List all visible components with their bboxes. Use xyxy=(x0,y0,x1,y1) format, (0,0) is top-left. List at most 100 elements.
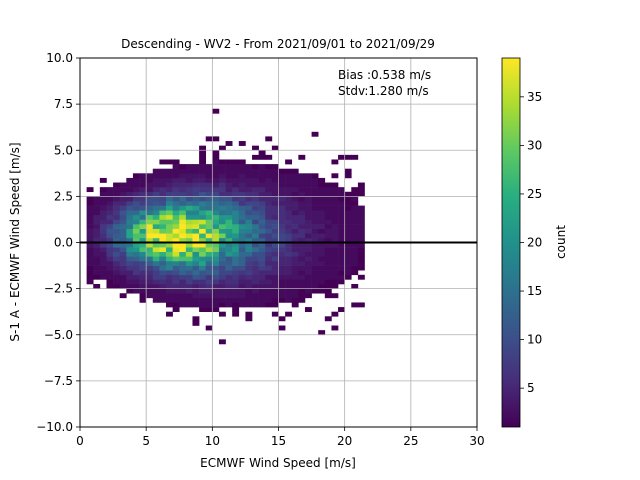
density-cell xyxy=(179,233,187,239)
density-cell xyxy=(331,325,339,331)
density-cell xyxy=(285,191,293,197)
density-cell xyxy=(199,233,207,239)
density-cell xyxy=(106,210,114,216)
density-cell xyxy=(304,233,312,239)
density-cell xyxy=(152,219,160,225)
density-cell xyxy=(132,260,140,266)
density-cell xyxy=(252,228,259,234)
x-tick-label: 15 xyxy=(271,434,286,448)
density-cell xyxy=(166,251,173,257)
density-cell xyxy=(285,196,293,202)
density-cell xyxy=(172,187,180,193)
density-cell xyxy=(265,237,273,243)
density-cell xyxy=(166,214,173,220)
density-cell xyxy=(152,200,160,206)
density-cell xyxy=(159,297,167,303)
density-cell xyxy=(192,297,200,303)
density-cell xyxy=(132,233,140,239)
density-cell xyxy=(106,247,114,253)
density-cell xyxy=(113,270,120,276)
density-cell xyxy=(238,210,246,216)
density-cell xyxy=(285,168,293,174)
density-cell xyxy=(258,224,266,229)
density-cell xyxy=(205,164,213,169)
density-cell xyxy=(218,196,226,202)
density-cell xyxy=(238,251,246,257)
density-cell xyxy=(212,260,220,266)
density-cell xyxy=(311,284,319,289)
density-cell xyxy=(351,214,359,220)
density-cell xyxy=(245,205,253,211)
density-cell xyxy=(324,279,332,285)
density-cell xyxy=(179,214,187,220)
density-cell xyxy=(218,219,226,225)
density-cell xyxy=(265,168,273,174)
density-cell xyxy=(113,279,120,285)
density-cell xyxy=(199,164,207,169)
density-cell xyxy=(185,164,193,169)
density-cell xyxy=(258,233,266,239)
density-cell xyxy=(179,251,187,257)
density-cell xyxy=(238,288,246,294)
density-cell xyxy=(152,168,160,174)
density-cell xyxy=(99,242,107,248)
density-cell xyxy=(318,330,326,336)
density-cell xyxy=(298,182,306,188)
density-cell xyxy=(99,200,107,206)
density-cell xyxy=(318,214,326,220)
density-cell xyxy=(166,297,173,303)
density-cell xyxy=(152,274,160,280)
density-cell xyxy=(338,242,345,248)
density-cell xyxy=(132,210,140,216)
density-cell xyxy=(159,168,167,174)
density-cell xyxy=(139,247,147,253)
density-cell xyxy=(192,173,200,179)
density-cell xyxy=(238,191,246,197)
density-cell xyxy=(238,228,246,234)
density-cell xyxy=(106,265,114,271)
density-cell xyxy=(311,131,319,137)
density-cell xyxy=(99,224,107,229)
density-cell xyxy=(126,205,134,211)
density-cell xyxy=(166,196,173,202)
density-cell xyxy=(172,279,180,285)
density-cell xyxy=(185,293,193,299)
density-cell xyxy=(139,177,147,183)
density-cell xyxy=(205,168,213,174)
density-cell xyxy=(271,173,279,179)
density-cell xyxy=(86,228,94,234)
density-cell xyxy=(119,224,127,229)
density-cell xyxy=(106,233,114,239)
density-cell xyxy=(99,270,107,276)
density-cell xyxy=(139,196,147,202)
density-cell xyxy=(172,293,180,299)
density-cell xyxy=(318,210,326,216)
density-cell xyxy=(218,164,226,169)
density-cell xyxy=(265,154,273,160)
density-cell xyxy=(199,293,207,299)
density-cell xyxy=(205,214,213,220)
y-tick-label: −2.5 xyxy=(44,282,73,296)
colorbar-tick-label: 5 xyxy=(527,381,535,395)
y-tick-label: −5.0 xyxy=(44,328,73,342)
density-cell xyxy=(304,307,312,312)
density-cell xyxy=(252,293,259,299)
density-cell xyxy=(212,242,220,248)
density-cell xyxy=(298,293,306,299)
density-cell xyxy=(185,210,193,216)
y-tick-label: −10.0 xyxy=(36,420,73,434)
density-cell xyxy=(166,288,173,294)
density-cell xyxy=(225,284,233,289)
density-cell xyxy=(278,279,286,285)
density-cell xyxy=(278,260,286,266)
density-cell xyxy=(258,205,266,211)
density-cell xyxy=(205,302,213,308)
density-cell xyxy=(172,191,180,197)
density-cell xyxy=(338,270,345,276)
density-cell xyxy=(106,187,114,193)
density-cell xyxy=(192,316,200,322)
density-cell xyxy=(265,219,273,225)
density-cell xyxy=(285,233,293,239)
density-cell xyxy=(304,237,312,243)
density-cell xyxy=(119,237,127,243)
